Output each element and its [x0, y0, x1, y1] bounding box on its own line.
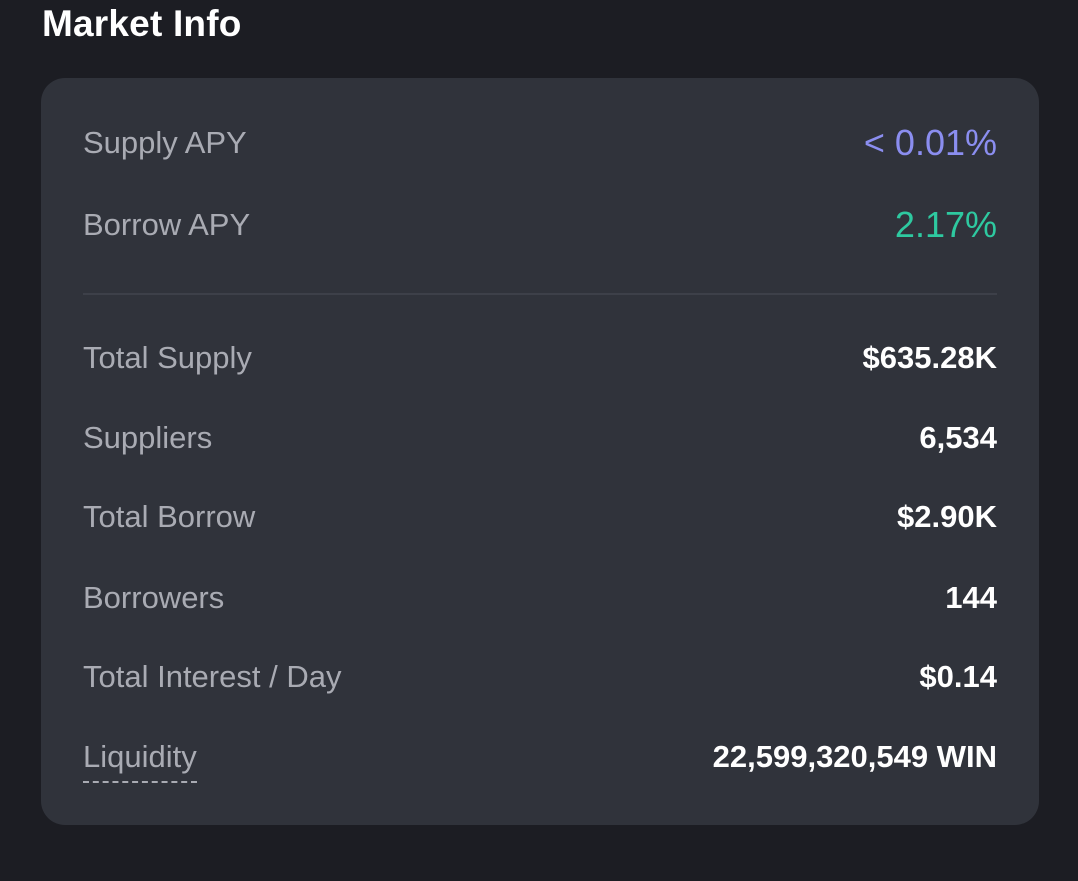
total-borrow-label: Total Borrow: [83, 499, 256, 534]
market-info-card: Supply APY < 0.01% Borrow APY 2.17% Tota…: [41, 78, 1039, 825]
suppliers-value: 6,534: [919, 420, 997, 455]
borrowers-label: Borrowers: [83, 580, 225, 615]
total-interest-label: Total Interest / Day: [83, 659, 342, 694]
supply-apy-value: < 0.01%: [863, 122, 997, 163]
total-supply-value: $635.28K: [862, 340, 997, 375]
total-interest-row: Total Interest / Day $0.14: [83, 654, 997, 700]
supply-apy-row: Supply APY < 0.01%: [83, 120, 997, 166]
total-borrow-row: Total Borrow $2.90K: [83, 494, 997, 540]
liquidity-value: 22,599,320,549 WIN: [712, 739, 997, 774]
total-supply-label: Total Supply: [83, 340, 252, 375]
borrowers-row: Borrowers 144: [83, 575, 997, 621]
liquidity-tooltip-label[interactable]: Liquidity: [83, 739, 197, 783]
divider: [83, 293, 997, 295]
liquidity-row: Liquidity 22,599,320,549 WIN: [83, 734, 997, 783]
total-supply-row: Total Supply $635.28K: [83, 335, 997, 381]
supply-apy-label: Supply APY: [83, 125, 247, 160]
borrow-apy-row: Borrow APY 2.17%: [83, 202, 997, 248]
total-interest-value: $0.14: [919, 659, 997, 694]
page-title: Market Info: [42, 3, 242, 44]
borrowers-value: 144: [945, 580, 997, 615]
borrow-apy-label: Borrow APY: [83, 207, 251, 242]
suppliers-row: Suppliers 6,534: [83, 415, 997, 461]
borrow-apy-value: 2.17%: [894, 204, 997, 245]
suppliers-label: Suppliers: [83, 420, 213, 455]
total-borrow-value: $2.90K: [897, 499, 997, 534]
